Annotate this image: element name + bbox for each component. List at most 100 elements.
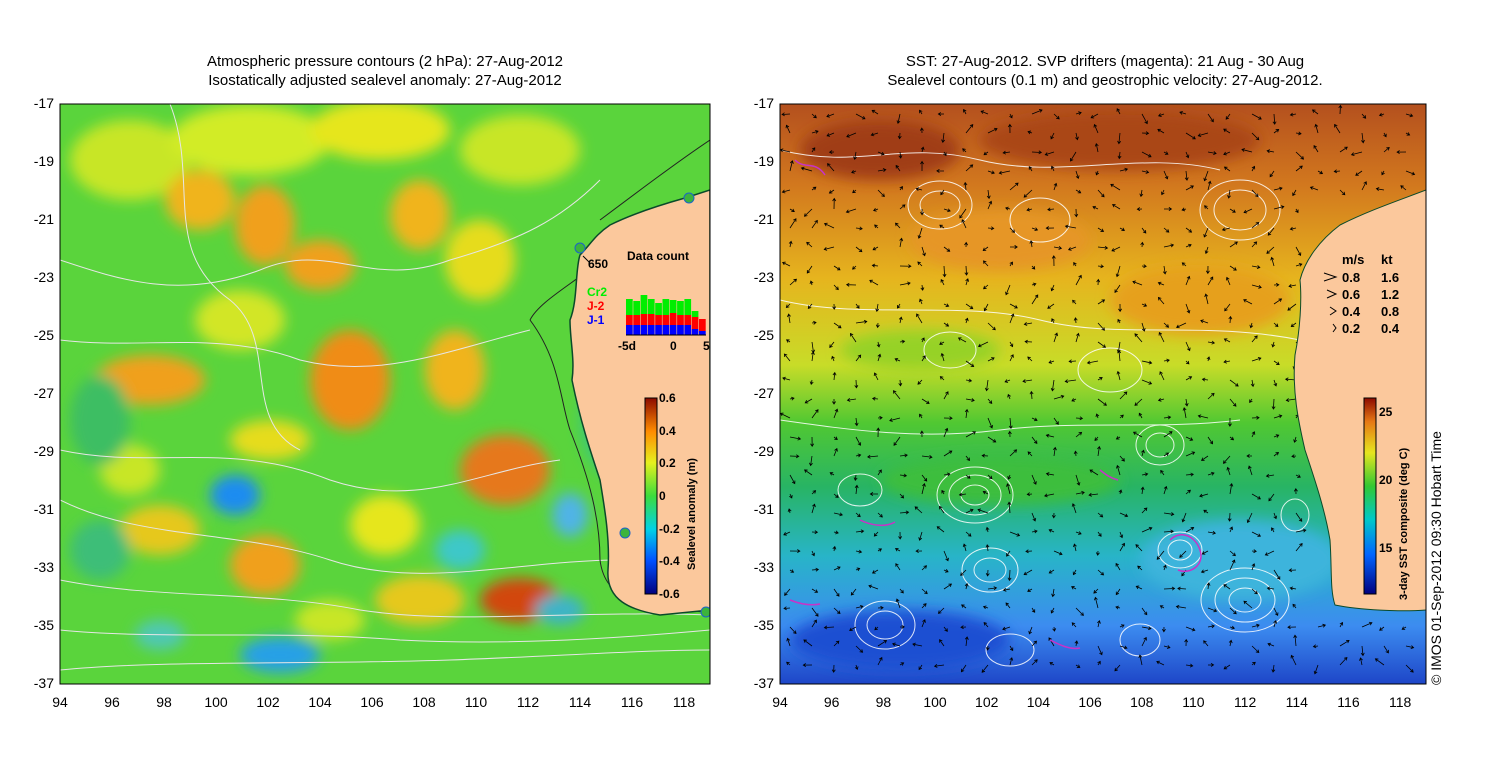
velocity-arrow xyxy=(1251,132,1260,141)
velocity-arrow xyxy=(789,436,802,441)
velocity-arrow xyxy=(1185,275,1191,286)
velocity-arrow xyxy=(871,109,879,115)
velocity-arrow xyxy=(1177,586,1187,591)
velocity-arrow xyxy=(833,493,839,498)
velocity-arrow xyxy=(855,529,865,534)
data-count-bar-cr2 xyxy=(669,300,677,313)
velocity-arrow xyxy=(1075,332,1080,343)
velocity-arrow xyxy=(1047,207,1055,212)
x-tick-label: 112 xyxy=(1233,694,1257,710)
velocity-arrow xyxy=(983,303,989,312)
velocity-arrow xyxy=(965,455,971,462)
velocity-arrow xyxy=(1271,664,1276,673)
velocity-arrow xyxy=(1268,493,1275,502)
x-tick-label: 102 xyxy=(975,694,999,710)
velocity-arrow xyxy=(1207,607,1218,613)
velocity-arrow xyxy=(1117,318,1121,324)
velocity-arrow xyxy=(811,588,819,593)
sst-field xyxy=(790,110,1340,670)
velocity-arrow xyxy=(1163,243,1175,248)
velocity-arrow xyxy=(1197,132,1209,137)
velocity-arrow xyxy=(961,604,967,609)
velocity-arrow xyxy=(921,355,926,362)
velocity-arrow xyxy=(1227,417,1232,427)
velocity-arrow xyxy=(919,109,923,115)
velocity-arrow xyxy=(1051,255,1056,267)
velocity-arrow xyxy=(899,186,903,191)
velocity-arrow xyxy=(1185,472,1194,477)
velocity-arrow xyxy=(1132,280,1143,286)
velocity-arrow xyxy=(855,303,860,309)
velocity-arrow xyxy=(1203,509,1209,514)
velocity-arrow xyxy=(977,341,989,348)
velocity-arrow xyxy=(965,278,970,286)
x-tick-label: 96 xyxy=(104,694,120,710)
velocity-arrow xyxy=(1023,322,1033,326)
right-title-line1: SST: 27-Aug-2012. SVP drifters (magenta)… xyxy=(905,53,1305,70)
velocity-arrow xyxy=(811,530,819,535)
velocity-arrow xyxy=(1250,379,1255,388)
svp-drifter-tracks xyxy=(789,159,1202,650)
velocity-arrow xyxy=(1097,620,1101,628)
velocity-arrow xyxy=(1118,303,1123,313)
velocity-arrow xyxy=(1075,170,1080,180)
velocity-arrow xyxy=(789,569,795,573)
velocity-arrow xyxy=(987,226,995,231)
sla-colorbar-tick: 0.4 xyxy=(659,423,676,438)
velocity-arrow xyxy=(939,224,945,229)
velocity-arrow xyxy=(850,332,857,343)
velocity-arrow xyxy=(1229,379,1239,387)
velocity-arrow xyxy=(1383,132,1387,138)
velocity-arrow xyxy=(1273,282,1280,287)
tide-gauge-station xyxy=(683,192,695,204)
velocity-arrow xyxy=(1115,265,1121,278)
velocity-arrow xyxy=(1008,417,1013,430)
x-tick-label: 116 xyxy=(620,694,644,710)
velocity-arrow xyxy=(1207,151,1217,155)
velocity-arrow xyxy=(1162,265,1167,275)
velocity-arrow xyxy=(943,208,951,213)
velocity-arrow xyxy=(964,408,969,419)
velocity-arrow xyxy=(1207,436,1213,445)
velocity-arrow xyxy=(1229,625,1235,630)
sla-colorbar-tick: 0.6 xyxy=(659,391,676,405)
data-count-bar-cr2 xyxy=(647,299,655,314)
sla-colorbar-tick: -0.2 xyxy=(659,521,680,536)
velocity-arrow xyxy=(1163,151,1169,155)
velocity-arrow xyxy=(787,313,791,324)
velocity-arrow xyxy=(1405,132,1411,136)
velocity-arrow xyxy=(899,662,905,666)
velocity-arrow xyxy=(915,549,923,554)
velocity-arrow xyxy=(1185,303,1191,314)
velocity-arrow xyxy=(1053,550,1063,556)
velocity-arrow xyxy=(1031,294,1039,305)
velocity-arrow xyxy=(1185,376,1193,381)
velocity-arrow xyxy=(1075,474,1081,486)
velocity-arrow xyxy=(811,567,820,572)
velocity-arrow xyxy=(1141,131,1150,136)
velocity-arrow xyxy=(1163,358,1170,363)
velocity-arrow xyxy=(899,453,908,458)
velocity-arrow xyxy=(877,640,888,647)
velocity-arrow xyxy=(965,508,974,514)
velocity-arrow xyxy=(1119,531,1124,539)
data-count-bar-cr2 xyxy=(626,299,633,315)
velocity-arrow xyxy=(1097,377,1103,381)
velocity-arrow xyxy=(1052,626,1057,632)
velocity-arrow xyxy=(1095,413,1100,419)
velocity-arrow xyxy=(941,489,945,495)
velocity-arrow xyxy=(1141,113,1148,125)
velocity-arrow xyxy=(939,505,945,514)
velocity-arrow xyxy=(1159,605,1165,609)
velocity-arrow xyxy=(1006,483,1011,495)
velocity-arrow xyxy=(987,322,996,331)
velocity-arrow xyxy=(1027,130,1033,135)
velocity-arrow xyxy=(802,663,813,668)
velocity-arrow xyxy=(921,337,925,343)
velocity-arrow xyxy=(960,664,967,673)
velocity-arrow xyxy=(1339,621,1344,628)
velocity-arrow xyxy=(1293,436,1297,443)
velocity-arrow xyxy=(943,151,947,157)
y-tick-label: -19 xyxy=(753,153,774,169)
velocity-arrow xyxy=(1375,187,1385,192)
